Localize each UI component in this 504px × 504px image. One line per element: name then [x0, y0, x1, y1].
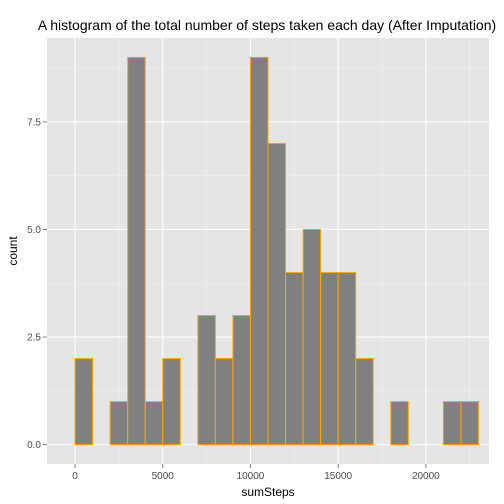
- histogram-bar: [214, 358, 234, 446]
- histogram-bars: [74, 56, 479, 446]
- x-tick-label: 10000: [237, 471, 265, 482]
- x-tick-label: 15000: [324, 471, 352, 482]
- histogram-bar: [197, 315, 216, 446]
- x-tick-label: 0: [72, 471, 78, 482]
- histogram-bar: [267, 142, 287, 446]
- y-tick-label: 5.0: [27, 225, 41, 236]
- x-axis-ticks: 0 5000 10000 15000 20000: [72, 464, 440, 482]
- histogram-bar: [320, 272, 339, 446]
- histogram-bar: [390, 401, 409, 446]
- y-tick-label: 7.5: [27, 117, 41, 128]
- histogram-bar: [127, 56, 146, 446]
- histogram-bar: [285, 272, 304, 446]
- histogram-bar: [162, 358, 181, 446]
- x-axis-title: sumSteps: [241, 485, 294, 499]
- histogram-bar: [460, 401, 479, 446]
- histogram-bar: [74, 358, 94, 446]
- histogram-bar: [302, 228, 322, 446]
- histogram-bar: [355, 358, 374, 446]
- histogram-bar: [442, 401, 462, 446]
- y-axis-ticks: 0.0 2.5 5.0 7.5: [27, 117, 47, 451]
- x-tick-label: 5000: [152, 471, 175, 482]
- histogram-bar: [144, 401, 164, 446]
- histogram-bar: [249, 56, 269, 446]
- histogram-bar: [232, 315, 251, 446]
- histogram-bar: [109, 401, 129, 446]
- y-tick-label: 0.0: [27, 440, 41, 451]
- histogram-bar: [337, 272, 357, 446]
- x-tick-label: 20000: [412, 471, 440, 482]
- y-axis-title: count: [6, 236, 20, 266]
- y-tick-label: 2.5: [27, 333, 41, 344]
- chart-title: A histogram of the total number of steps…: [38, 17, 496, 33]
